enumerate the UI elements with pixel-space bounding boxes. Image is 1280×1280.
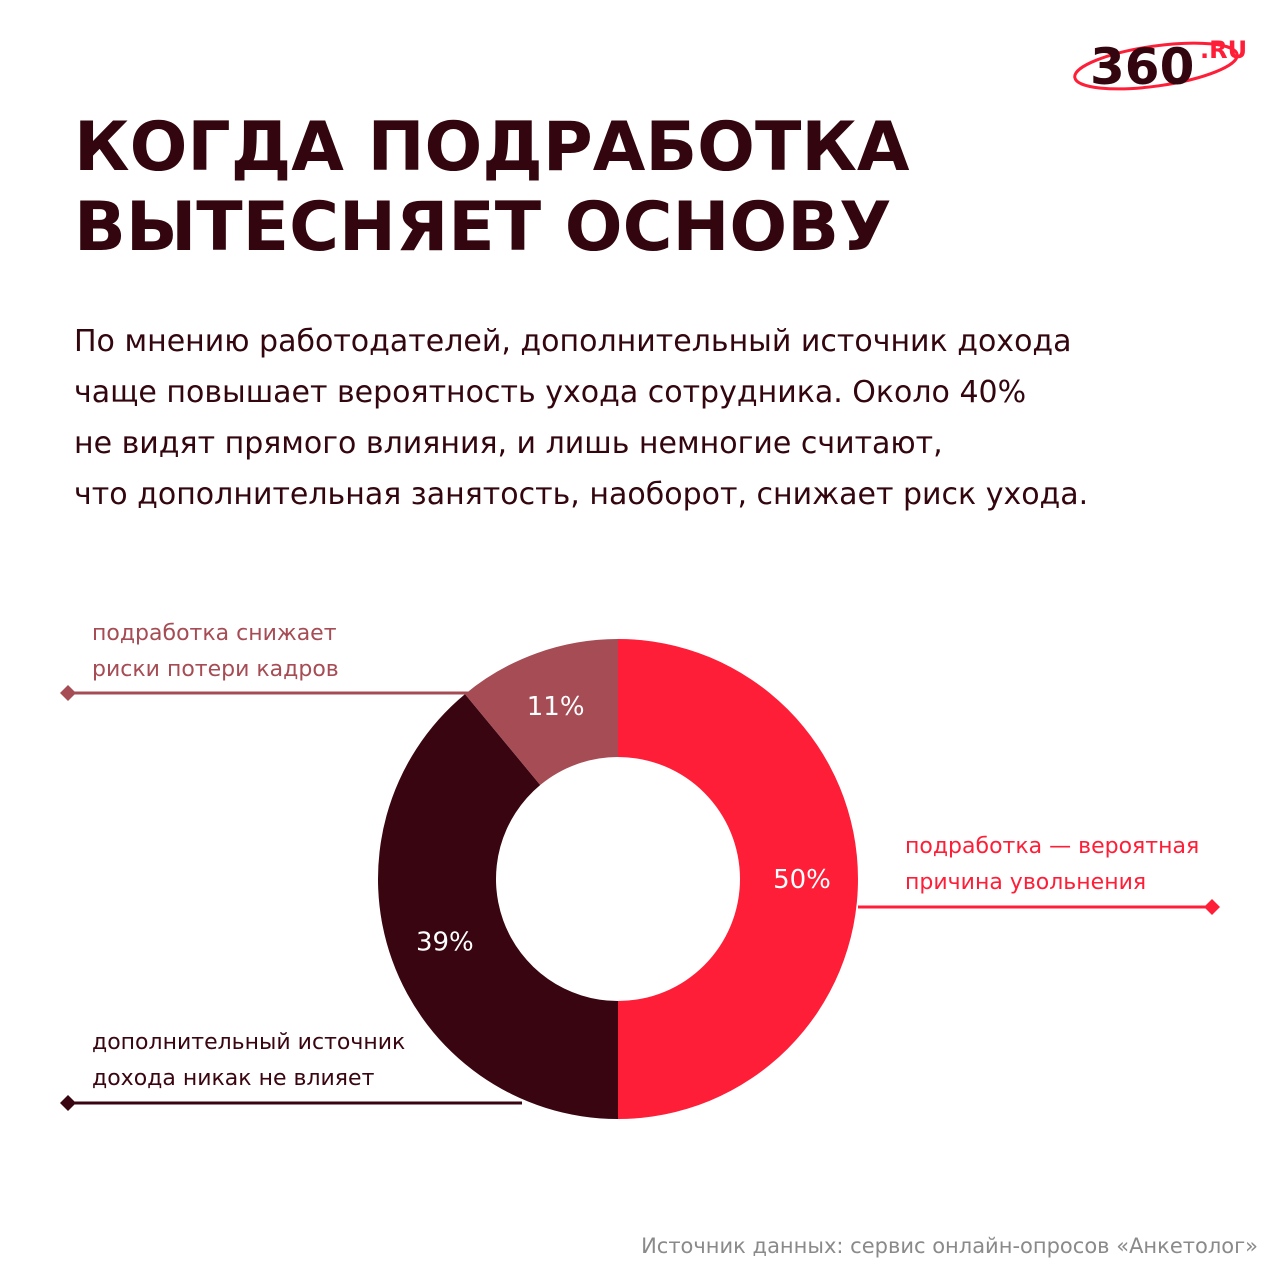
slice-value-label: 11% [527, 692, 585, 722]
page-title: КОГДА ПОДРАБОТКА ВЫТЕСНЯЕТ ОСНОВУ [74, 108, 1224, 268]
slice-reduces-risk [465, 639, 618, 785]
label-line: дополнительный источник [92, 1030, 406, 1055]
title-line: ВЫТЕСНЯЕТ ОСНОВУ [74, 188, 892, 267]
donut-svg: 50% 39% 11% [60, 639, 1220, 1119]
subtitle-line: не видят прямого влияния, и лишь немноги… [74, 426, 943, 461]
subtitle-line: По мнению работодателей, дополнительный … [74, 324, 1072, 359]
label-line: причина увольнения [905, 870, 1147, 895]
subtitle-line: что дополнительная занятость, наоборот, … [74, 477, 1089, 512]
leader-marker [60, 685, 76, 701]
title-line: КОГДА ПОДРАБОТКА [74, 108, 910, 187]
data-source: Источник данных: сервис онлайн-опросов «… [641, 1234, 1258, 1258]
legend-label-reduces-risk: подработка снижает риски потери кадров [92, 616, 339, 688]
label-line: риски потери кадров [92, 657, 339, 682]
slice-value-label: 39% [416, 927, 474, 957]
legend-label-no-influence: дополнительный источник дохода никак не … [92, 1025, 405, 1097]
logo-360-ru: 360 .RU [1073, 36, 1247, 96]
label-line: подработка — вероятная [905, 834, 1200, 859]
leader-marker [1204, 899, 1220, 915]
logo-suffix: .RU [1200, 36, 1247, 64]
subtitle-line: чаще повышает вероятность ухода сотрудни… [74, 375, 1027, 410]
page-subtitle: По мнению работодателей, дополнительный … [74, 316, 1224, 520]
label-line: подработка снижает [92, 621, 337, 646]
slice-dismissal-cause [618, 639, 858, 1119]
donut-chart: 50% 39% 11% подработка снижает риски потер… [0, 560, 1280, 1180]
logo-text: 360 [1090, 38, 1194, 96]
leader-marker [60, 1095, 76, 1111]
label-line: дохода никак не влияет [92, 1066, 375, 1091]
slice-no-influence [377, 694, 618, 1119]
slice-value-label: 50% [773, 865, 831, 895]
legend-label-dismissal-cause: подработка — вероятная причина увольнени… [905, 829, 1199, 901]
